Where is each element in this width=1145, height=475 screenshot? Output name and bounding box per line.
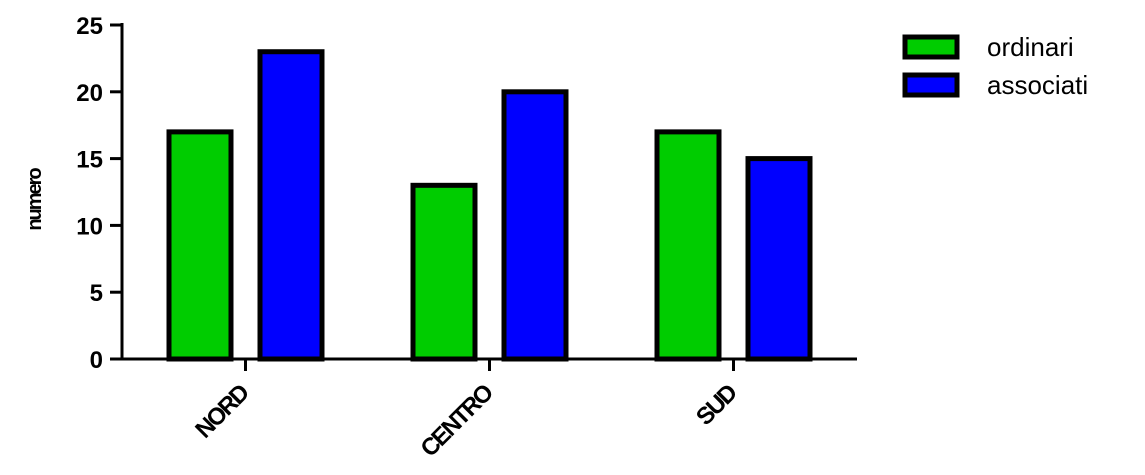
bar-associati-sud [745,156,813,362]
y-tick-label-5: 25 [76,13,103,40]
x-axis: NORD CENTRO SUD [121,357,857,462]
legend-label-ordinari: ordinari [987,32,1074,62]
y-tick-label-2: 10 [76,213,103,240]
legend-swatch-ordinari [902,34,960,60]
x-tick-label-centro: CENTRO [415,379,498,462]
bar-ordinari-centro [410,182,478,362]
y-axis: 0 5 10 15 20 25 [76,13,124,374]
legend-label-associati: associati [987,70,1088,100]
y-tick-label-4: 20 [76,80,103,107]
legend-swatch-associati [902,72,960,98]
y-tick-label-1: 5 [90,280,103,307]
y-tick-label-3: 15 [76,147,103,174]
legend: ordinari associati [902,32,1088,100]
x-tick-label-nord: NORD [190,379,255,444]
bar-associati-nord [257,49,325,362]
y-tick-label-0: 0 [90,347,103,374]
y-axis-label: numero [24,168,46,231]
bar-ordinari-sud [654,129,722,362]
bar-associati-centro [501,89,569,362]
plot-area [166,49,813,362]
x-tick-label-sud: SUD [691,379,743,431]
bar-ordinari-nord [166,129,234,362]
